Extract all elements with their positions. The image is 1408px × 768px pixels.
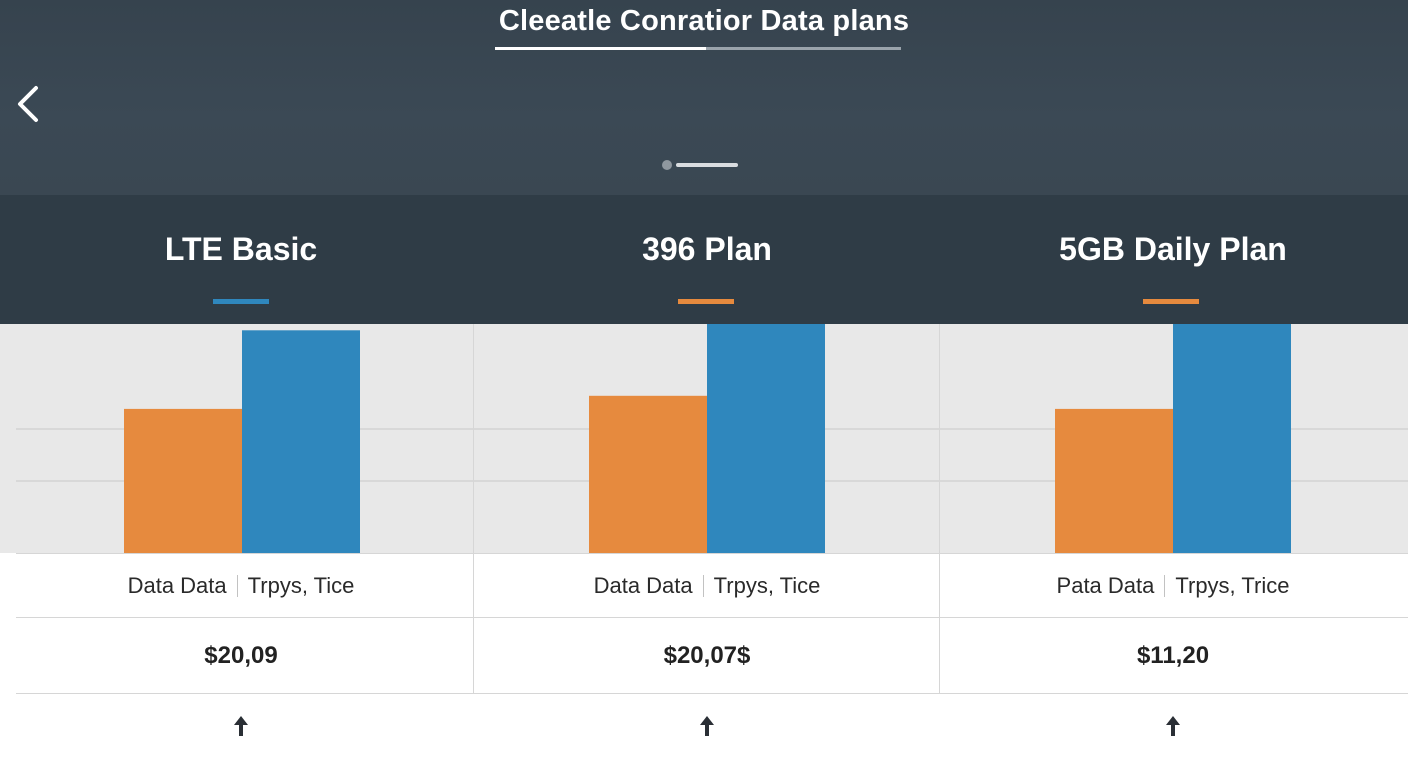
- plan-details-cell: Pata Data Trpys, Trice: [940, 573, 1406, 599]
- column-divider: [939, 324, 940, 694]
- plan-name: LTE Basic: [164, 231, 318, 267]
- detail-label-right: Trpys, Tice: [713, 573, 821, 598]
- chart-bar: [124, 408, 242, 553]
- plan-name: 396 Plan: [642, 231, 772, 267]
- back-button[interactable]: [8, 80, 56, 128]
- plan-accent-underline: [678, 299, 734, 304]
- arrow-up-icon: [1166, 716, 1180, 736]
- plan-name: 5GB Daily Plan: [1059, 231, 1287, 267]
- row-divider: [16, 693, 1408, 694]
- plan-details-row: Data Data Trpys, Tice Data Data Trpys, Tic…: [0, 553, 1408, 617]
- top-bar: Cleeatle Conratior Data plans: [0, 0, 1408, 195]
- chart-bar: [242, 330, 360, 553]
- plan-column-header: 396 Plan: [474, 195, 940, 324]
- plan-header-row: LTE Basic 396 Plan 5GB Daily Plan: [0, 195, 1408, 324]
- plan-action-row: [0, 694, 1408, 768]
- chart-bar: [707, 324, 825, 553]
- chevron-left-icon: [18, 86, 38, 122]
- chart-bar: [589, 395, 707, 553]
- plan-price: $11,20: [1136, 642, 1210, 669]
- row-divider: [16, 553, 1408, 554]
- plan-details-cell: Data Data Trpys, Tice: [8, 573, 474, 599]
- chart-bar: [1173, 324, 1291, 553]
- bar-chart: [16, 324, 1408, 553]
- plan-expand-button[interactable]: [474, 714, 940, 744]
- detail-label-right: Trpys, Trice: [1175, 573, 1290, 598]
- title-progress-track: [495, 47, 901, 50]
- plan-column-header: LTE Basic: [8, 195, 474, 324]
- detail-label-left: Data Data: [127, 573, 227, 598]
- detail-separator: [702, 575, 704, 597]
- title-progress-fill: [495, 47, 707, 50]
- plan-accent-underline: [213, 299, 269, 304]
- chart-bar: [1055, 408, 1173, 553]
- plan-expand-button[interactable]: [940, 714, 1406, 744]
- plan-accent-underline: [1143, 299, 1199, 304]
- detail-label-left: Data Data: [593, 573, 693, 598]
- detail-separator: [1164, 575, 1166, 597]
- plan-price: $20,07$: [663, 642, 751, 669]
- plan-details-cell: Data Data Trpys, Tice: [474, 573, 940, 599]
- plan-price-row: $20,09 $20,07$ $11,20: [0, 618, 1408, 693]
- page-indicator[interactable]: [660, 159, 742, 171]
- detail-label-left: Pata Data: [1056, 573, 1155, 598]
- row-divider: [16, 617, 1408, 618]
- arrow-up-icon: [700, 716, 714, 736]
- column-divider: [473, 324, 474, 694]
- detail-separator: [236, 575, 238, 597]
- app-title: Cleeatle Conratior Data plans: [498, 5, 910, 37]
- plan-column-header: 5GB Daily Plan: [940, 195, 1406, 324]
- plan-expand-button[interactable]: [8, 714, 474, 744]
- arrow-up-icon: [234, 716, 248, 736]
- plan-price: $20,09: [204, 642, 278, 669]
- page-indicator-dot[interactable]: [662, 160, 672, 170]
- page-indicator-active[interactable]: [676, 163, 738, 167]
- detail-label-right: Trpys, Tice: [247, 573, 355, 598]
- plan-comparison-chart: [0, 324, 1408, 553]
